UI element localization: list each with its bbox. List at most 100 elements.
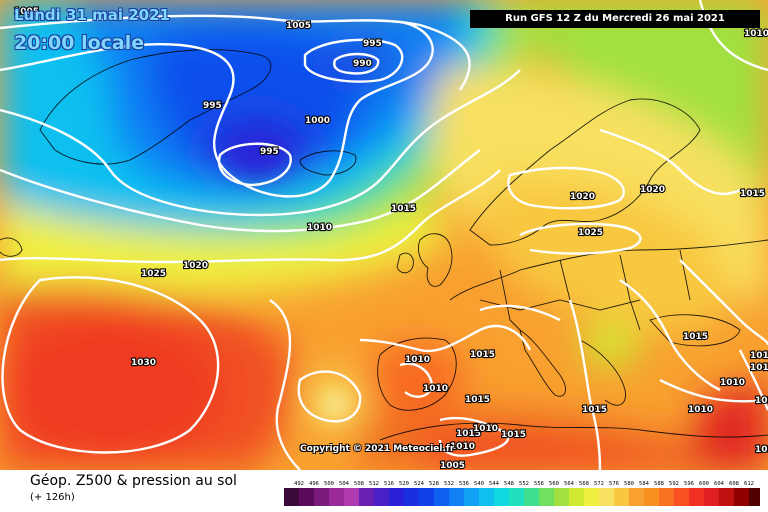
color-scale-swatch <box>659 488 674 506</box>
color-scale-tick-label: 564 <box>564 481 575 487</box>
color-scale-tick-label: 516 <box>384 481 394 487</box>
color-scale-tick-label: 496 <box>309 481 319 487</box>
isobar-label: 1015 <box>456 429 481 439</box>
color-scale-tick-label: 536 <box>459 481 469 487</box>
color-scale-swatch <box>569 488 584 506</box>
color-scale-swatch <box>749 488 760 506</box>
isobar-label: 1000 <box>305 116 330 126</box>
color-scale-swatch <box>614 488 629 506</box>
color-scale-swatch <box>329 488 344 506</box>
isobar-label: 1015 <box>750 363 768 373</box>
isobar-label: 990 <box>353 59 372 69</box>
isobar-label: 1020 <box>640 185 665 195</box>
color-scale-tick-label: 532 <box>444 481 454 487</box>
color-scale-tick-label: 540 <box>474 481 484 487</box>
isobar-label: 1010 <box>755 445 768 455</box>
isobar-label: 1025 <box>578 228 603 238</box>
isobar-label: 1010 <box>405 355 430 365</box>
isobar-label: 1025 <box>141 269 166 279</box>
color-scale-tick-label: 524 <box>414 481 425 487</box>
isobar-label: 995 <box>363 39 382 49</box>
color-scale-tick-label: 512 <box>369 481 379 487</box>
color-scale-legend: 492 496 500 504 508 512 516 520 524 528 532 536 540 5… <box>284 481 760 506</box>
isobar-label: 1015 <box>501 430 526 440</box>
copyright-notice: Copyright © 2021 Meteociel.fr <box>300 444 455 454</box>
color-scale-ticks: 492 496 500 504 508 512 516 520 524 528 532 536 540 5… <box>294 481 754 487</box>
color-scale-tick-label: 492 <box>294 481 304 487</box>
color-scale-swatch <box>314 488 329 506</box>
forecast-date: Lundi 31 mai 2021 <box>14 6 170 24</box>
color-scale-swatch <box>734 488 749 506</box>
color-scale-swatch <box>284 488 299 506</box>
color-scale-swatch <box>584 488 599 506</box>
run-info-banner: Run GFS 12 Z du Mercredi 26 mai 2021 <box>470 10 760 28</box>
isobar-lines <box>0 0 768 470</box>
color-scale-swatch <box>374 488 389 506</box>
isobar-label: 995 <box>203 101 222 111</box>
isobar-label: 1015 <box>391 204 416 214</box>
color-scale-tick-label: 600 <box>699 481 709 487</box>
color-scale-swatch <box>449 488 464 506</box>
color-scale-tick-label: 508 <box>354 481 364 487</box>
isobar-label: 1015 <box>750 351 768 361</box>
color-scale-swatch <box>299 488 314 506</box>
color-scale-tick-label: 568 <box>579 481 589 487</box>
isobar-label: 1010 <box>473 424 498 434</box>
color-scale-tick-label: 556 <box>534 481 544 487</box>
color-scale-swatch <box>359 488 374 506</box>
color-scale-tick-label: 588 <box>654 481 664 487</box>
isobar-label: 1020 <box>183 261 208 271</box>
isobar-label: 1005 <box>286 21 311 31</box>
color-scale-tick-label: 608 <box>729 481 739 487</box>
color-scale-tick-label: 604 <box>714 481 725 487</box>
color-scale-tick-label: 584 <box>639 481 650 487</box>
color-scale-swatch <box>674 488 689 506</box>
color-scale-swatch <box>539 488 554 506</box>
color-scale-tick-label: 612 <box>744 481 754 487</box>
isobar-labels: 1005100599599099510009951015101010201020… <box>13 6 768 470</box>
isobar-label: 1015 <box>465 395 490 405</box>
coastlines <box>0 49 768 441</box>
isobar-label: 1010 <box>450 442 475 452</box>
color-scale-swatch <box>599 488 614 506</box>
isobar-label: 995 <box>260 147 279 157</box>
color-scale-swatch <box>629 488 644 506</box>
geopotential-map-graphic: 1005100599599099510009951015101010201020… <box>0 0 768 470</box>
isobar-label: 1010 <box>720 378 745 388</box>
isobar-label: 1015 <box>740 189 765 199</box>
color-scale-swatch <box>509 488 524 506</box>
color-scale-swatch <box>524 488 539 506</box>
isobar-label: 1010 <box>744 29 768 39</box>
color-scale-tick-label: 528 <box>429 481 439 487</box>
isobar-label: 1015 <box>582 405 607 415</box>
color-scale-swatch <box>494 488 509 506</box>
map-footer: Géop. Z500 & pression au sol (+ 126h) 49… <box>0 470 768 512</box>
isobar-label: 1005 <box>14 7 39 17</box>
color-scale-tick-label: 504 <box>339 481 350 487</box>
weather-map: 1005 1005 995 990 995 1000 995 1015 1010 1020 1020… <box>0 0 768 470</box>
footer-title: Géop. Z500 & pression au sol <box>30 473 237 489</box>
color-scale-tick-label: 592 <box>669 481 679 487</box>
color-scale-swatch <box>419 488 434 506</box>
color-scale-tick-label: 548 <box>504 481 514 487</box>
isobar-label: 1005 <box>440 461 465 470</box>
color-scale-bars <box>284 488 760 506</box>
color-scale-swatch <box>719 488 734 506</box>
color-scale-swatch <box>404 488 419 506</box>
isobar-label: 1010 <box>423 384 448 394</box>
color-scale-swatch <box>689 488 704 506</box>
color-scale-swatch <box>554 488 569 506</box>
isobar-label: 1015 <box>755 396 768 406</box>
isobar-label: 1015 <box>683 332 708 342</box>
isobar-label: 1010 <box>307 223 332 233</box>
color-scale-swatch <box>464 488 479 506</box>
color-scale-tick-label: 544 <box>489 481 500 487</box>
forecast-local-time: 20:00 locale <box>14 32 145 54</box>
color-scale-tick-label: 520 <box>399 481 409 487</box>
color-scale-swatch <box>704 488 719 506</box>
color-scale-swatch <box>344 488 359 506</box>
color-scale-swatch <box>644 488 659 506</box>
isobar-label: 1020 <box>570 192 595 202</box>
color-scale-tick-label: 572 <box>594 481 604 487</box>
color-scale-tick-label: 580 <box>624 481 634 487</box>
